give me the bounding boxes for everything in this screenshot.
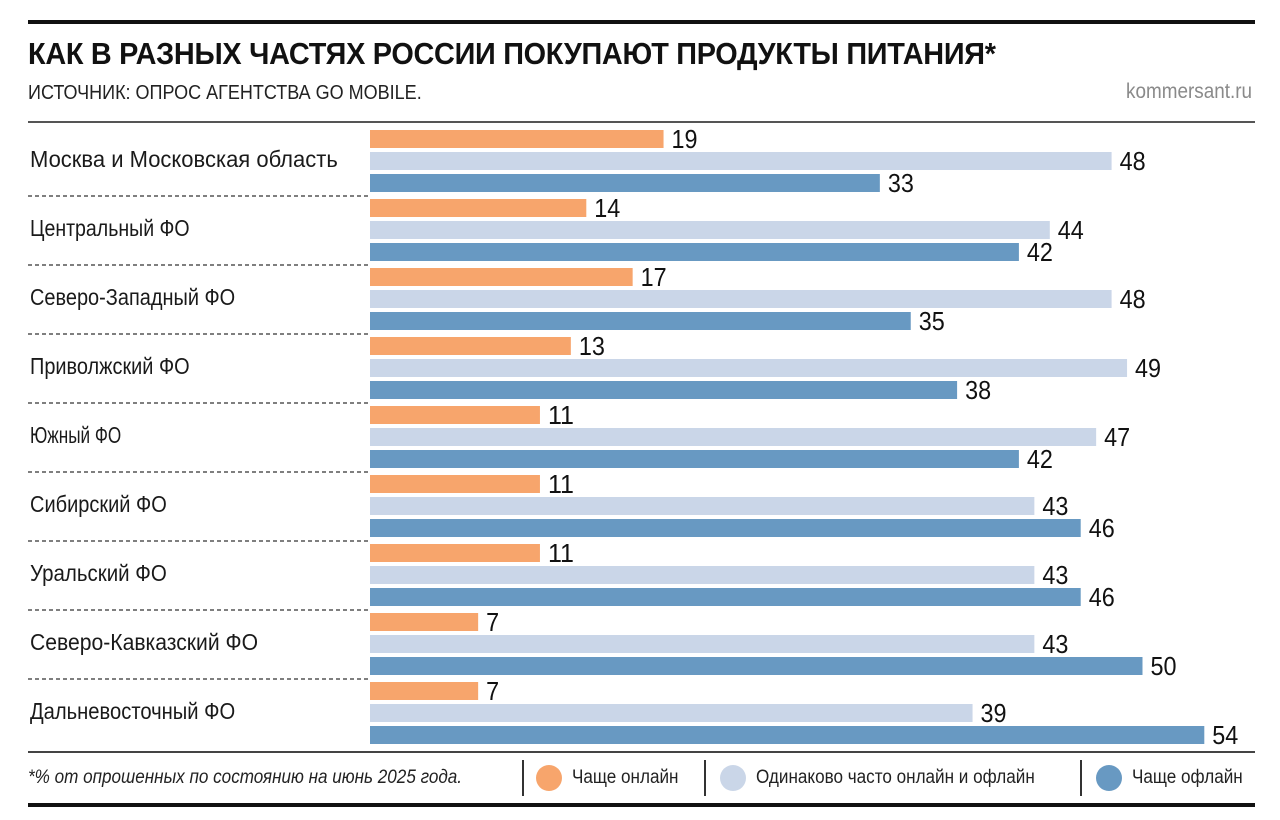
- category-label: Приволжский ФО: [30, 353, 190, 379]
- data-label: 42: [1027, 444, 1053, 474]
- data-label: 46: [1089, 582, 1115, 612]
- data-label: 7: [486, 607, 499, 637]
- chart-subtitle: ИСТОЧНИК: ОПРОС АГЕНТСТВА GO MOBILE.: [28, 82, 422, 104]
- bar: [370, 130, 664, 148]
- data-label: 54: [1212, 720, 1238, 750]
- bar: [370, 588, 1081, 606]
- data-label: 33: [888, 168, 914, 198]
- legend-separator: [522, 760, 524, 796]
- bar: [370, 406, 540, 424]
- bar: [370, 337, 571, 355]
- data-label: 42: [1027, 237, 1053, 267]
- bar: [370, 268, 633, 286]
- bar: [370, 519, 1081, 537]
- data-label: 35: [919, 306, 945, 336]
- bar: [370, 475, 540, 493]
- bar: [370, 381, 958, 399]
- header-rule: [28, 121, 1255, 123]
- bottom-rule: [28, 803, 1255, 807]
- category-label: Дальневосточный ФО: [30, 698, 235, 724]
- source-label: kommersant.ru: [1125, 80, 1252, 103]
- bar: [370, 221, 1050, 239]
- footer-rule: [28, 751, 1255, 753]
- data-label: 50: [1151, 651, 1177, 681]
- bar: [370, 450, 1019, 468]
- data-label: 7: [486, 676, 499, 706]
- data-label: 43: [1042, 629, 1068, 659]
- chart-title: КАК В РАЗНЫХ ЧАСТЯХ РОССИИ ПОКУПАЮТ ПРОД…: [28, 36, 996, 71]
- bar: [370, 290, 1112, 308]
- bar: [370, 544, 540, 562]
- legend-item-equal: Одинаково часто онлайн и офлайн: [720, 760, 1066, 796]
- data-label: 11: [548, 469, 574, 499]
- bar: [370, 174, 880, 192]
- category-label: Северо-Кавказский ФО: [30, 629, 258, 655]
- legend-label-offline: Чаще офлайн: [1132, 767, 1243, 788]
- bar: [370, 312, 911, 330]
- data-label: 43: [1042, 560, 1068, 590]
- bar: [370, 635, 1035, 653]
- bar: [370, 243, 1019, 261]
- category-label: Москва и Московская область: [30, 146, 338, 172]
- category-label: Центральный ФО: [30, 215, 190, 241]
- data-label: 43: [1042, 491, 1068, 521]
- category-label: Сибирский ФО: [30, 491, 167, 517]
- data-label: 39: [981, 698, 1007, 728]
- legend-item-online: Чаще онлайн: [536, 760, 690, 796]
- data-label: 49: [1135, 353, 1161, 383]
- data-label: 11: [548, 400, 574, 430]
- legend-item-offline: Чаще офлайн: [1096, 760, 1255, 796]
- data-label: 38: [965, 375, 991, 405]
- legend-swatch-offline: [1096, 765, 1122, 791]
- bar: [370, 428, 1097, 446]
- data-label: 14: [594, 193, 620, 223]
- data-label: 19: [672, 124, 698, 154]
- legend-separator: [704, 760, 706, 796]
- top-rule: [28, 20, 1255, 24]
- footnote: *% от опрошенных по состоянию на июнь 20…: [28, 767, 463, 788]
- data-label: 48: [1120, 284, 1146, 314]
- bar: [370, 359, 1128, 377]
- legend-label-equal: Одинаково часто онлайн и офлайн: [756, 767, 1035, 788]
- data-label: 13: [579, 331, 605, 361]
- category-label: Уральский ФО: [30, 560, 167, 586]
- bar: [370, 682, 479, 700]
- legend-swatch-equal: [720, 765, 746, 791]
- bar: [370, 704, 973, 722]
- bar: [370, 613, 479, 631]
- data-label: 44: [1058, 215, 1084, 245]
- data-label: 17: [641, 262, 667, 292]
- category-label: Северо-Западный ФО: [30, 284, 235, 310]
- bar: [370, 657, 1143, 675]
- bar: [370, 726, 1205, 744]
- bar: [370, 497, 1035, 515]
- category-label: Южный ФО: [30, 422, 121, 448]
- bar: [370, 566, 1035, 584]
- legend-label-online: Чаще онлайн: [572, 767, 679, 788]
- data-label: 46: [1089, 513, 1115, 543]
- data-label: 48: [1120, 146, 1146, 176]
- data-label: 47: [1104, 422, 1130, 452]
- legend-swatch-online: [536, 765, 562, 791]
- data-label: 11: [548, 538, 574, 568]
- bar: [370, 152, 1112, 170]
- legend-separator: [1080, 760, 1082, 796]
- bar: [370, 199, 587, 217]
